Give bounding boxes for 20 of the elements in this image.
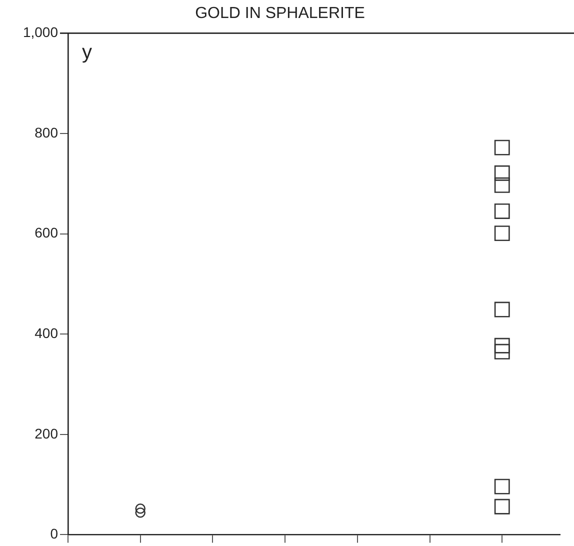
y-tick-label: 200 xyxy=(34,425,58,442)
y-tick-label: 400 xyxy=(34,324,58,341)
y-tick-label: 800 xyxy=(34,124,58,140)
point xyxy=(494,226,510,242)
point xyxy=(494,204,510,219)
point xyxy=(494,165,510,181)
point xyxy=(494,302,510,318)
point xyxy=(494,140,510,156)
y-tick-label: 1,000 xyxy=(22,24,58,40)
point xyxy=(135,503,146,514)
y-axis-title: y xyxy=(82,42,92,64)
point xyxy=(494,338,510,354)
point xyxy=(135,507,146,518)
point xyxy=(494,478,510,494)
point xyxy=(494,177,510,193)
point xyxy=(494,498,510,514)
y-tick-label: 0 xyxy=(50,526,58,542)
point xyxy=(494,344,510,360)
y-tick-label: 600 xyxy=(34,224,58,241)
chart-title: GOLD IN SPHALERITE xyxy=(195,5,365,22)
